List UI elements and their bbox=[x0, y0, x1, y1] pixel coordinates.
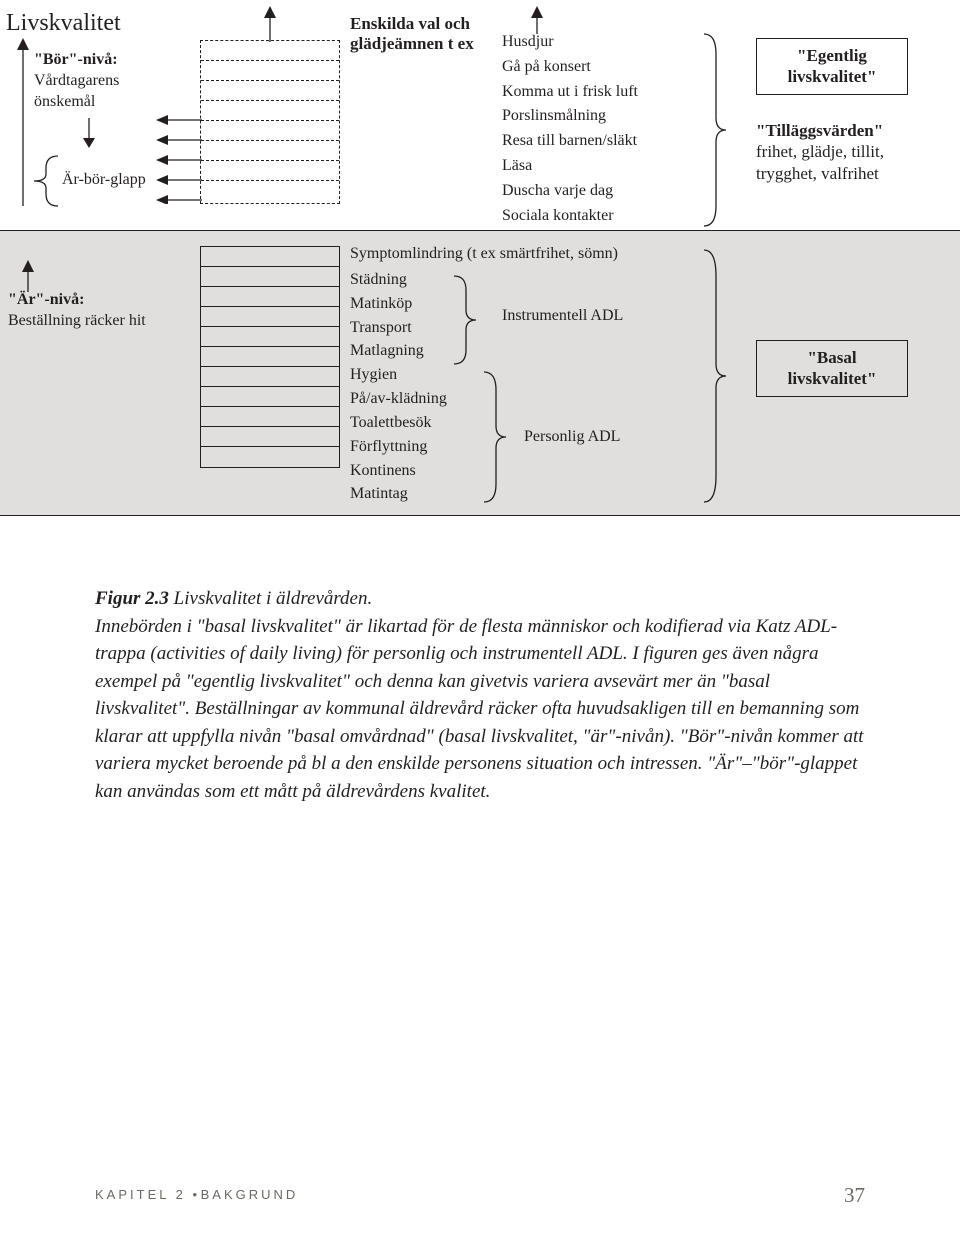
ar-bor-glapp-label: Är-bör-glapp bbox=[62, 171, 146, 189]
lower-list: Städning Matinköp Transport Matlagning H… bbox=[350, 268, 447, 506]
upper-list: Husdjur Gå på konsert Komma ut i frisk l… bbox=[502, 30, 638, 228]
lower-list-item: Matinköp bbox=[350, 292, 447, 316]
tillagg-block: "Tilläggsvärden" frihet, glädje, tillit,… bbox=[756, 120, 884, 184]
basal-curly bbox=[700, 246, 730, 506]
figure-caption: Figur 2.3 Livskvalitet i äldrevården. In… bbox=[0, 585, 960, 805]
tillagg-sub: frihet, glädje, tillit, trygghet, valfri… bbox=[756, 141, 884, 184]
ar-bor-curly bbox=[28, 154, 62, 208]
lower-header: Symptomlindring (t ex smärtfrihet, sömn) bbox=[350, 245, 618, 263]
lower-list-item: Förflyttning bbox=[350, 435, 447, 459]
bor-niva-sub1: Vårdtagarens bbox=[34, 71, 164, 92]
lower-list-item: Matlagning bbox=[350, 339, 447, 363]
egentlig-box: "Egentlig livskvalitet" bbox=[756, 38, 908, 95]
dashed-box-arrow-up bbox=[262, 6, 278, 42]
ar-niva-block: "Är"-nivå: Beställning räcker hit bbox=[8, 290, 188, 332]
enskilda-title-l2: glädjeämnen t ex bbox=[350, 34, 474, 54]
figure-title: Livskvalitet i äldrevården. bbox=[169, 588, 372, 609]
upper-list-item: Komma ut i frisk luft bbox=[502, 80, 638, 105]
page-number: 37 bbox=[844, 1183, 865, 1208]
enskilda-title: Enskilda val och glädjeämnen t ex bbox=[350, 14, 474, 55]
upper-list-item: Läsa bbox=[502, 154, 638, 179]
bor-niva-arrow-down bbox=[80, 118, 98, 148]
upper-list-item: Porslinsmålning bbox=[502, 104, 638, 129]
instrumentell-curly bbox=[450, 272, 480, 368]
lower-list-item: På/av-klädning bbox=[350, 387, 447, 411]
lower-list-item: Städning bbox=[350, 268, 447, 292]
upper-list-item: Duscha varje dag bbox=[502, 179, 638, 204]
enskilda-title-l1: Enskilda val och bbox=[350, 14, 474, 34]
upper-list-item: Husdjur bbox=[502, 30, 638, 55]
tillagg-heading: "Tilläggsvärden" bbox=[756, 120, 884, 141]
bor-niva-block: "Bör"-nivå: Vårdtagarens önskemål bbox=[34, 50, 164, 112]
lower-list-item: Hygien bbox=[350, 363, 447, 387]
ar-niva-heading: "Är"-nivå: bbox=[8, 291, 84, 308]
footer-chapter: KAPITEL 2 bbox=[95, 1187, 186, 1202]
bor-niva-sub2: önskemål bbox=[34, 92, 164, 113]
footer-section: BAKGRUND bbox=[201, 1187, 299, 1202]
upper-list-item: Sociala kontakter bbox=[502, 204, 638, 229]
upper-right-curly bbox=[700, 30, 730, 230]
figure-body: Innebörden i "basal livskvalitet" är lik… bbox=[95, 616, 864, 802]
lower-list-item: Toalettbesök bbox=[350, 411, 447, 435]
footer-chapter-section: KAPITEL 2 • BAKGRUND bbox=[95, 1187, 298, 1202]
dashed-left-arrows bbox=[156, 108, 204, 204]
ar-niva-arrow-up bbox=[20, 260, 36, 292]
instrumentell-label: Instrumentell ADL bbox=[502, 307, 623, 325]
lower-list-item: Matintag bbox=[350, 482, 447, 506]
basal-box: "Basal livskvalitet" bbox=[756, 340, 908, 397]
bor-niva-heading: "Bör"-nivå: bbox=[34, 51, 118, 68]
lower-solid-stack bbox=[200, 246, 340, 468]
lower-list-item: Transport bbox=[350, 316, 447, 340]
upper-dashed-stack bbox=[200, 40, 340, 204]
personlig-label: Personlig ADL bbox=[524, 428, 620, 446]
page-title: Livskvalitet bbox=[6, 10, 121, 37]
upper-list-item: Gå på konsert bbox=[502, 55, 638, 80]
husdjur-arrow-up bbox=[529, 6, 545, 34]
upper-list-item: Resa till barnen/släkt bbox=[502, 129, 638, 154]
figure-number: Figur 2.3 bbox=[95, 588, 169, 609]
lower-list-item: Kontinens bbox=[350, 459, 447, 483]
personlig-curly bbox=[480, 368, 510, 506]
ar-niva-sub: Beställning räcker hit bbox=[8, 311, 188, 332]
